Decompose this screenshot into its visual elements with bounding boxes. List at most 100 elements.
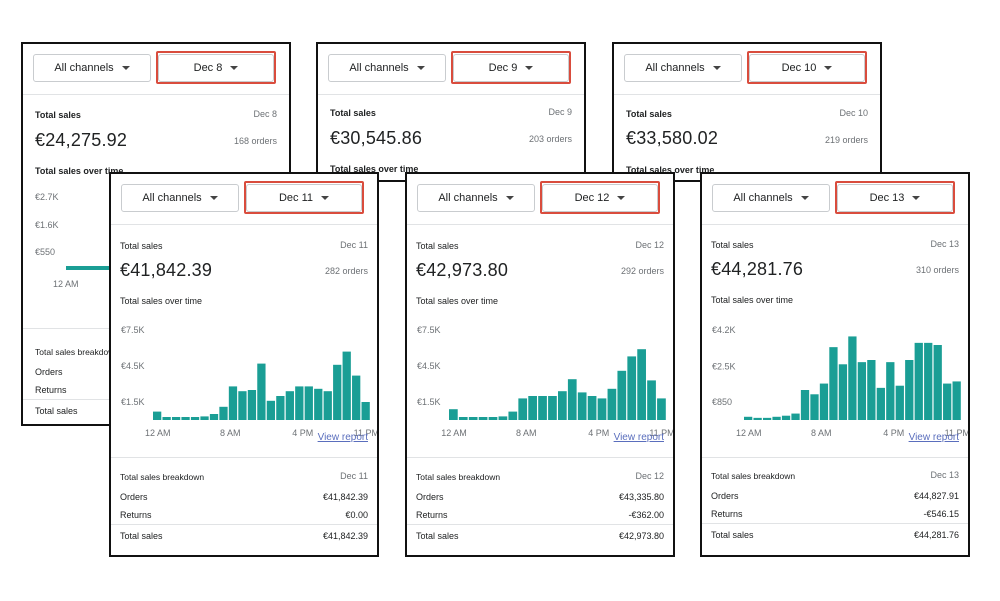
orders-count: 203 orders <box>528 134 572 144</box>
chart-bar[interactable] <box>848 336 857 420</box>
total-sales-date: Dec 8 <box>253 109 277 119</box>
caret-down-icon <box>525 66 534 70</box>
chart-bar[interactable] <box>895 385 904 420</box>
chart-bar[interactable] <box>857 362 867 420</box>
chart-bar[interactable] <box>558 391 567 420</box>
chart-bar[interactable] <box>943 383 952 420</box>
chart-bar[interactable] <box>597 398 607 420</box>
chart-bar[interactable] <box>257 363 266 420</box>
chart-bar[interactable] <box>352 375 361 420</box>
chart-bar[interactable] <box>933 345 942 420</box>
chart-bar[interactable] <box>838 364 848 420</box>
total-value: €44,281.76 <box>913 530 959 540</box>
returns-label: Returns <box>416 510 448 520</box>
chart-bar[interactable] <box>342 351 351 420</box>
chart-bar[interactable] <box>924 342 933 420</box>
chart-bar[interactable] <box>304 386 313 420</box>
orders-value: €44,827.91 <box>913 491 959 501</box>
y-tick-label: €850 <box>712 397 732 407</box>
chart-bar[interactable] <box>153 411 162 420</box>
chart-bar[interactable] <box>952 381 961 420</box>
chart-bar[interactable] <box>508 411 518 420</box>
chart-bar[interactable] <box>295 386 304 420</box>
total-label: Total sales <box>120 531 163 541</box>
channel-filter-button[interactable]: All channels <box>33 54 151 82</box>
chart-bar[interactable] <box>587 396 597 420</box>
total-sales-value: €41,842.39 <box>120 260 213 280</box>
chart-bar[interactable] <box>914 342 923 420</box>
chart-bar[interactable] <box>181 417 190 420</box>
returns-value: -€362.00 <box>628 510 664 520</box>
x-tick-label: 8 AM <box>811 428 832 438</box>
chart-bar[interactable] <box>498 416 508 420</box>
chart-bar[interactable] <box>468 417 478 420</box>
chart-bar[interactable] <box>361 402 370 420</box>
chart-bar[interactable] <box>876 387 885 420</box>
chart-bar[interactable] <box>567 379 577 420</box>
chart-bar[interactable] <box>190 417 200 420</box>
date-picker-button[interactable]: Dec 10 <box>749 54 865 82</box>
view-report-link[interactable]: View report <box>317 432 368 443</box>
chart-bar[interactable] <box>637 349 646 420</box>
chart-bar[interactable] <box>518 398 528 420</box>
total-sales-value: €30,545.86 <box>330 128 423 148</box>
date-picker-button[interactable]: Dec 8 <box>158 54 274 82</box>
chart-bar[interactable] <box>829 347 838 420</box>
chart-bar[interactable] <box>577 392 587 420</box>
channel-filter-button[interactable]: All channels <box>328 54 446 82</box>
chart-bar[interactable] <box>627 356 637 420</box>
chart-bar[interactable] <box>791 413 800 420</box>
chart-bar[interactable] <box>772 416 781 420</box>
chart-bar[interactable] <box>171 417 181 420</box>
date-picker-button[interactable]: Dec 9 <box>453 54 569 82</box>
chart-bar[interactable] <box>200 416 209 420</box>
chart-bar[interactable] <box>488 417 498 420</box>
chart-bar[interactable] <box>810 394 819 420</box>
chart-bar[interactable] <box>333 364 342 420</box>
total-sales-value: €44,281.76 <box>711 259 804 279</box>
chart-bar[interactable] <box>449 409 458 420</box>
filter-toolbar: All channels Dec 11 <box>121 181 367 214</box>
chart-bar[interactable] <box>276 396 285 420</box>
over-time-label: Total sales over time <box>626 165 715 175</box>
chart-bar[interactable] <box>781 415 791 420</box>
chart-bar[interactable] <box>238 391 247 420</box>
chart-bar[interactable] <box>905 360 914 420</box>
chart-bar[interactable] <box>607 388 617 420</box>
chart-bar[interactable] <box>266 400 276 420</box>
chart-bar[interactable] <box>744 416 753 420</box>
channel-filter-button[interactable]: All channels <box>121 184 239 212</box>
chart-bar[interactable] <box>219 406 228 420</box>
channel-filter-button[interactable]: All channels <box>417 184 535 212</box>
chart-bar[interactable] <box>819 383 829 420</box>
chart-bar[interactable] <box>867 360 876 420</box>
chart-bar[interactable] <box>285 391 294 420</box>
chart-bar[interactable] <box>162 417 171 420</box>
chart-bar[interactable] <box>323 391 332 420</box>
chart-bar[interactable] <box>657 398 666 420</box>
chart-bar[interactable] <box>478 417 488 420</box>
chart-bar[interactable] <box>528 396 537 420</box>
chart-bar[interactable] <box>647 380 656 420</box>
chart-bar[interactable] <box>458 417 468 420</box>
date-picker-button[interactable]: Dec 11 <box>246 184 362 212</box>
chart-bar[interactable] <box>228 386 238 420</box>
chart-bar[interactable] <box>753 417 762 420</box>
chart-bar[interactable] <box>762 417 772 420</box>
chart-bar[interactable] <box>800 390 810 420</box>
view-report-link[interactable]: View report <box>908 432 959 443</box>
chart-bar[interactable] <box>548 396 557 420</box>
chart-bar[interactable] <box>617 370 627 420</box>
breakdown-label: Total sales breakdown <box>711 471 796 481</box>
chart-bar[interactable] <box>886 362 895 420</box>
chart-bar[interactable] <box>538 396 547 420</box>
chart-bar[interactable] <box>247 390 257 420</box>
view-report-link[interactable]: View report <box>613 432 664 443</box>
chart-bar[interactable] <box>314 388 323 420</box>
channel-filter-button[interactable]: All channels <box>712 184 830 212</box>
date-picker-button[interactable]: Dec 13 <box>837 184 953 212</box>
chart-bar[interactable] <box>209 414 219 420</box>
returns-label: Returns <box>120 510 152 520</box>
channel-filter-button[interactable]: All channels <box>624 54 742 82</box>
date-picker-button[interactable]: Dec 12 <box>542 184 658 212</box>
